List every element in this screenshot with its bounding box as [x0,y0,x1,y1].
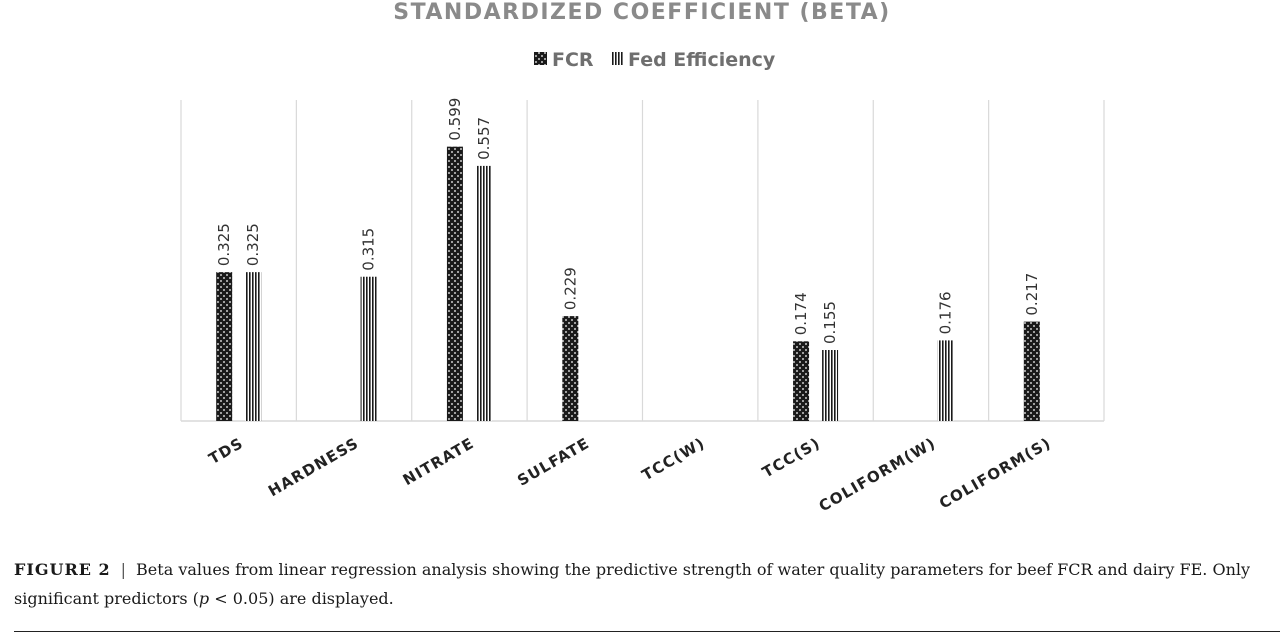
data-label: 0.176 [936,291,954,334]
chart: STANDARDIZED COEFFICIENT (BETA) FCR Fed … [180,0,1105,516]
bar-fed-efficiency-coliformw [937,340,954,421]
bar-fed-efficiency-nitrate [475,165,492,421]
chart-title: STANDARDIZED COEFFICIENT (BETA) [393,0,890,25]
legend: FCR Fed Efficiency [534,49,776,71]
data-label: 0.229 [561,267,579,310]
legend-swatch-fcr [534,52,547,65]
x-tick-label: COLIFORM(S) [936,434,1054,513]
caption-p-symbol: p [198,589,210,608]
x-tick-label: HARDNESS [265,434,362,500]
bar-fcr-coliforms [1023,321,1040,421]
x-tick-label: COLIFORM(W) [816,434,939,516]
x-tick-label: NITRATE [400,434,478,489]
bar-fed-efficiency-tccs [822,350,839,421]
bar-fcr-nitrate [446,146,463,421]
caption-separator: | [120,560,127,579]
x-tick-label: TDS [206,434,247,468]
data-label: 0.325 [215,223,233,266]
legend-swatch-fed-efficiency [611,52,624,65]
data-label: 0.174 [792,292,810,335]
bar-fed-efficiency-hardness [360,276,377,421]
legend-label-fcr: FCR [552,49,594,71]
bar-fed-efficiency-tds [245,272,262,421]
x-tick-label: SULFATE [514,434,593,490]
bar-fcr-sulfate [562,316,579,421]
caption-rule [14,631,1280,632]
x-tick-label: TCC(S) [759,434,823,482]
data-label: 0.557 [475,117,493,160]
plot-area: 0.325 0.325 TDS 0.315 HARDNESS 0.599 0.557 NITR… [180,98,1105,516]
data-label: 0.315 [360,228,378,271]
caption-text-start: Beta values from linear regression analy… [14,560,1251,608]
figure-label: FIGURE 2 [14,560,111,579]
figure-caption: FIGURE 2 | Beta values from linear regress… [14,555,1280,613]
x-tick-label: TCC(W) [639,434,708,484]
caption-text-end: < 0.05) are displayed. [209,589,394,608]
bar-fcr-tccs [793,341,810,421]
data-label: 0.217 [1023,273,1041,316]
data-label: 0.155 [821,301,839,344]
bar-fcr-tds [216,272,233,421]
data-label: 0.325 [244,223,262,266]
data-label: 0.599 [446,98,464,141]
legend-label-fed-efficiency: Fed Efficiency [628,49,776,71]
